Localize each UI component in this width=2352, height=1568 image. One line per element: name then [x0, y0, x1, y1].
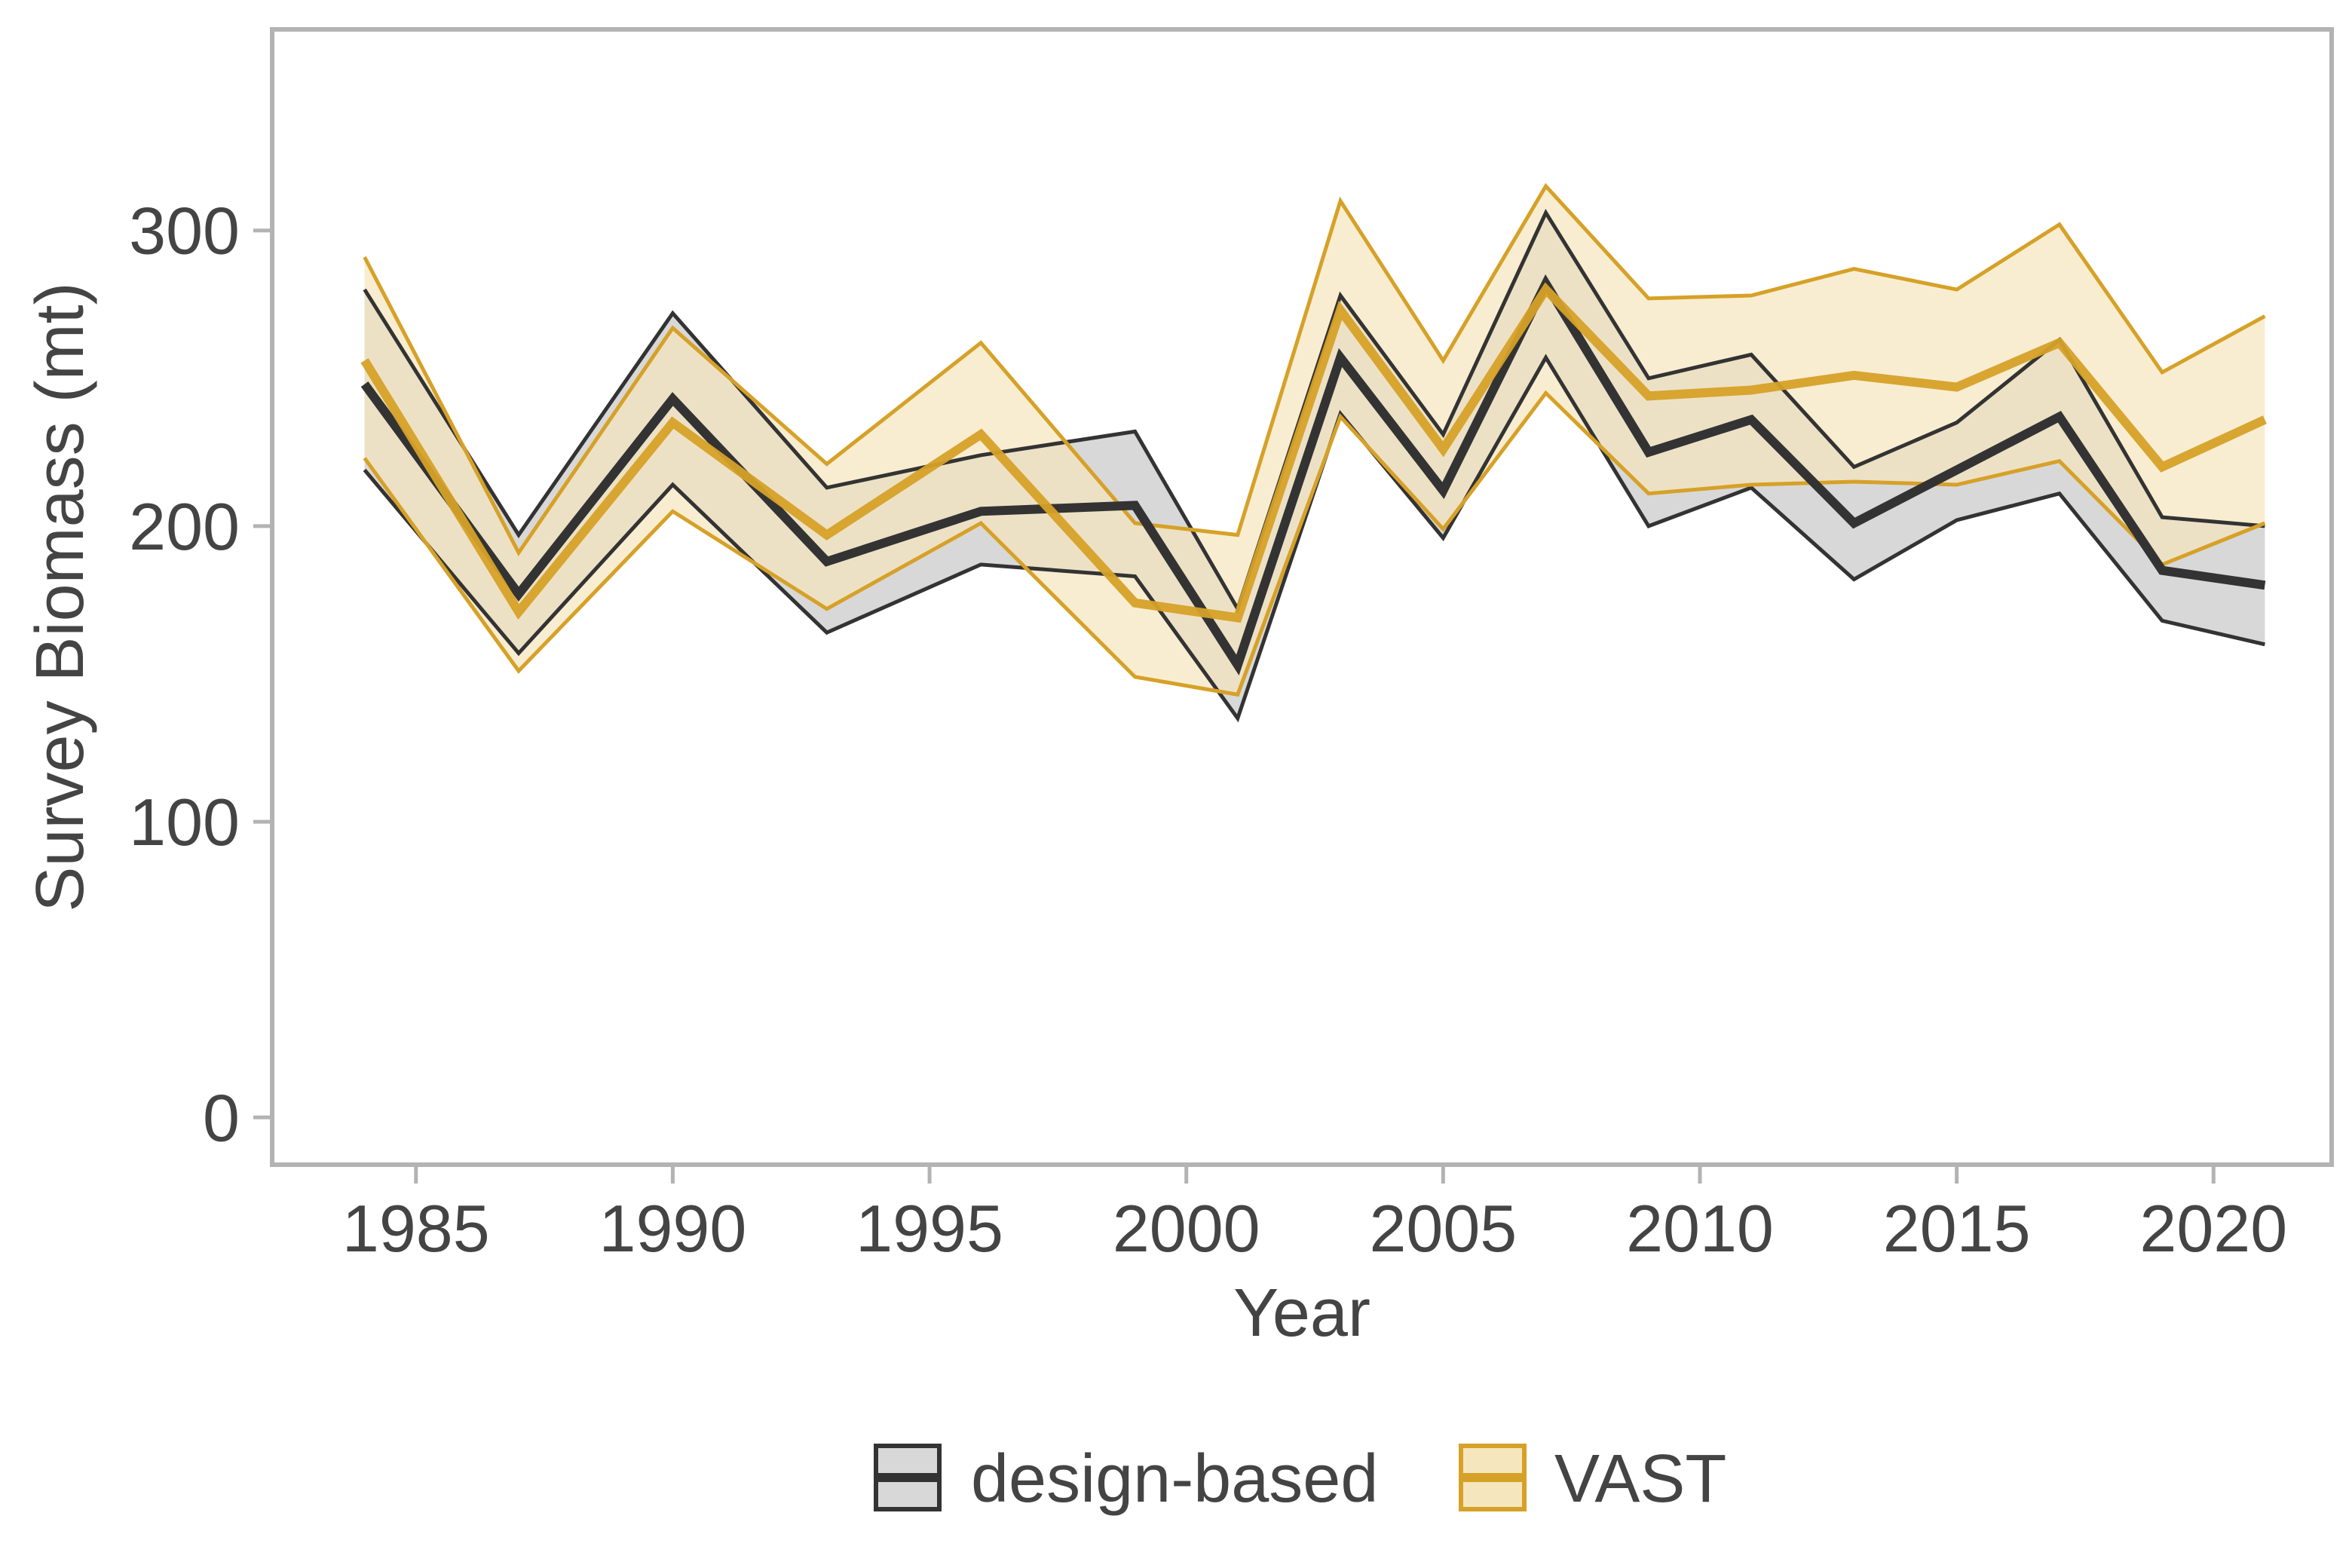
- y-tick-label-200: 200: [129, 489, 240, 564]
- legend: design-based VAST: [874, 1441, 1726, 1517]
- x-axis-title: Year: [1233, 1276, 1370, 1351]
- x-tick-label-1985: 1985: [342, 1191, 490, 1266]
- x-tick-label-1990: 1990: [599, 1191, 747, 1266]
- legend-key-vast: [1459, 1444, 1527, 1511]
- x-tick-label-1995: 1995: [856, 1191, 1003, 1266]
- lower-bound-vast: [363, 390, 2266, 697]
- y-axis-title: Survey Biomass (mt): [23, 282, 98, 911]
- x-tick-label-2015: 2015: [1883, 1191, 2031, 1266]
- x-tick-label-2020: 2020: [2139, 1191, 2287, 1266]
- series-line-design-based: [360, 274, 2266, 675]
- y-tick-label-0: 0: [203, 1080, 240, 1155]
- y-tick-label-300: 300: [129, 194, 240, 268]
- upper-bound-vast: [363, 182, 2266, 557]
- series-lines: [360, 182, 2267, 723]
- legend-key-design-based: [874, 1444, 942, 1511]
- plot-panel-border: [270, 27, 2334, 1167]
- series-line-vast: [360, 282, 2267, 623]
- legend-label-design-based: design-based: [971, 1441, 1378, 1517]
- x-axis: 1985 1990 1995 2000 2005 2010 2015 2020: [342, 1167, 2287, 1266]
- legend-label-vast: VAST: [1554, 1441, 1726, 1517]
- x-tick-label-2000: 2000: [1113, 1191, 1260, 1266]
- x-tick-label-2010: 2010: [1626, 1191, 1774, 1266]
- y-tick-label-100: 100: [129, 785, 240, 859]
- x-tick-label-2005: 2005: [1369, 1191, 1517, 1266]
- lower-bound-design-based: [363, 354, 2265, 723]
- upper-bound-design-based: [363, 208, 2265, 614]
- y-axis: 0 100 200 300: [129, 194, 270, 1155]
